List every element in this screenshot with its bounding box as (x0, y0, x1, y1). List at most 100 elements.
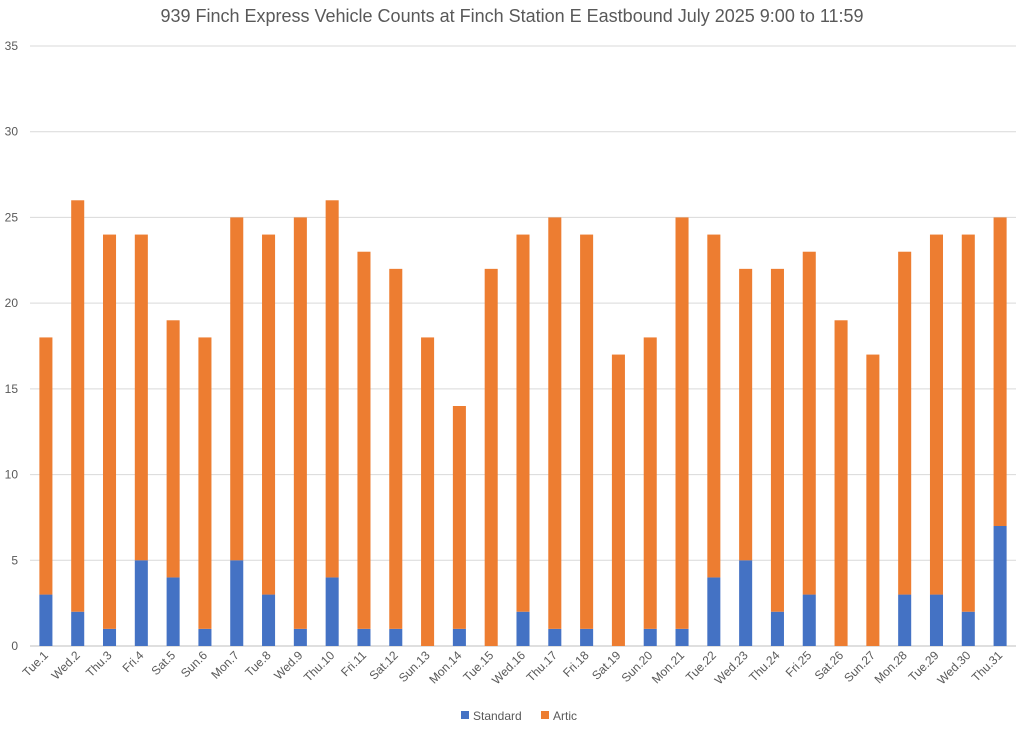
x-tick-label: Wed.16 (489, 648, 528, 687)
x-tick-label: Thu.24 (746, 648, 783, 685)
bar-standard-Sat.12 (389, 628, 403, 646)
bar-standard-Thu.3 (102, 628, 117, 646)
bar-artic-Thu.10 (325, 200, 339, 578)
x-tick-label: Wed.2 (49, 648, 84, 683)
bar-artic-Fri.18 (580, 234, 594, 629)
bar-artic-Fri.4 (134, 234, 148, 561)
y-tick-label: 20 (5, 296, 19, 310)
bar-standard-Sun.20 (643, 628, 657, 646)
x-tick-label: Sat.19 (589, 648, 624, 683)
x-tick-label: Sat.5 (149, 648, 179, 678)
bars (39, 200, 1007, 646)
bar-standard-Fri.11 (357, 628, 371, 646)
x-tick-label: Mon.7 (208, 648, 242, 682)
bar-artic-Sun.27 (866, 354, 880, 646)
bar-standard-Fri.4 (134, 560, 148, 646)
bar-artic-Sun.20 (643, 337, 657, 629)
bar-standard-Mon.28 (898, 594, 912, 646)
bar-standard-Fri.25 (802, 594, 816, 646)
bar-artic-Sun.13 (421, 337, 435, 646)
x-tick-label: Wed.9 (271, 648, 306, 683)
x-tick-label: Sun.20 (619, 648, 656, 685)
bar-artic-Sat.5 (166, 320, 180, 578)
y-tick-label: 10 (5, 468, 19, 482)
legend-swatch-artic (541, 711, 549, 719)
x-tick-label: Tue.1 (20, 648, 52, 680)
bar-standard-Mon.7 (230, 560, 244, 646)
bar-artic-Tue.22 (707, 234, 721, 578)
bar-artic-Mon.7 (230, 217, 244, 561)
bar-standard-Thu.10 (325, 577, 339, 646)
x-tick-label: Sun.27 (841, 648, 878, 685)
chart-title: 939 Finch Express Vehicle Counts at Finc… (160, 6, 863, 26)
bar-standard-Thu.24 (770, 611, 784, 646)
x-tick-label: Thu.3 (83, 648, 115, 680)
x-tick-label: Thu.17 (524, 648, 561, 685)
x-tick-label: Mon.21 (649, 648, 687, 686)
x-tick-label: Sat.12 (366, 648, 401, 683)
bar-standard-Wed.23 (739, 560, 753, 646)
legend-swatch-standard (461, 711, 469, 719)
bar-standard-Wed.9 (293, 628, 307, 646)
bar-artic-Wed.9 (293, 217, 307, 629)
x-tick-label: Sun.6 (178, 648, 210, 680)
x-tick-label: Fri.4 (120, 648, 147, 675)
bar-standard-Wed.2 (71, 611, 85, 646)
bar-artic-Thu.3 (102, 234, 117, 629)
x-tick-label: Mon.14 (426, 648, 464, 686)
bar-artic-Thu.17 (548, 217, 562, 629)
bar-artic-Mon.28 (898, 251, 912, 595)
legend-label-standard: Standard (473, 709, 522, 723)
y-tick-label: 30 (5, 125, 19, 139)
bar-standard-Mon.14 (452, 628, 466, 646)
bar-artic-Mon.21 (675, 217, 689, 629)
bar-artic-Fri.11 (357, 251, 371, 629)
x-tick-label: Wed.30 (934, 648, 973, 687)
y-tick-label: 5 (11, 553, 18, 567)
x-tick-label: Sat.26 (812, 648, 847, 683)
bar-standard-Tue.22 (707, 577, 721, 646)
bar-artic-Sat.26 (834, 320, 848, 646)
x-tick-label: Thu.10 (301, 648, 338, 685)
bar-standard-Tue.8 (262, 594, 276, 646)
bar-standard-Sat.5 (166, 577, 180, 646)
bar-standard-Fri.18 (580, 628, 594, 646)
bar-standard-Thu.31 (993, 526, 1007, 646)
x-tick-label: Mon.28 (872, 648, 910, 686)
bar-artic-Mon.14 (452, 406, 466, 629)
x-tick-label: Fri.25 (783, 648, 815, 680)
y-axis-tick-labels: 0 5 10 15 20 25 30 35 (5, 39, 19, 653)
bar-artic-Fri.25 (802, 251, 816, 595)
bar-artic-Sun.6 (198, 337, 212, 629)
bar-artic-Sat.12 (389, 268, 403, 629)
bar-standard-Wed.30 (961, 611, 975, 646)
x-tick-label: Thu.31 (969, 648, 1006, 685)
bar-standard-Thu.17 (548, 628, 562, 646)
bar-artic-Wed.2 (71, 200, 85, 612)
y-tick-label: 25 (5, 210, 19, 224)
legend-label-artic: Artic (553, 709, 577, 723)
y-tick-label: 35 (5, 39, 19, 53)
bar-standard-Tue.1 (39, 594, 53, 646)
bar-standard-Sun.6 (198, 628, 212, 646)
x-tick-label: Tue.8 (242, 648, 274, 680)
x-tick-label: Sun.13 (396, 648, 433, 685)
bar-artic-Tue.1 (39, 337, 53, 595)
bar-artic-Wed.30 (961, 234, 975, 612)
y-tick-label: 0 (11, 639, 18, 653)
x-tick-label: Fri.18 (560, 648, 592, 680)
bar-standard-Tue.29 (929, 594, 944, 646)
x-tick-label: Wed.23 (712, 648, 751, 687)
bar-artic-Wed.16 (516, 234, 530, 612)
bar-artic-Tue.8 (262, 234, 276, 595)
bar-artic-Wed.23 (739, 268, 753, 561)
legend: Standard Artic (461, 709, 577, 723)
x-tick-label: Fri.11 (338, 648, 369, 679)
bar-artic-Sat.19 (611, 354, 625, 646)
bar-artic-Tue.15 (484, 268, 498, 646)
bar-artic-Thu.31 (993, 217, 1007, 526)
bar-standard-Mon.21 (675, 628, 689, 646)
